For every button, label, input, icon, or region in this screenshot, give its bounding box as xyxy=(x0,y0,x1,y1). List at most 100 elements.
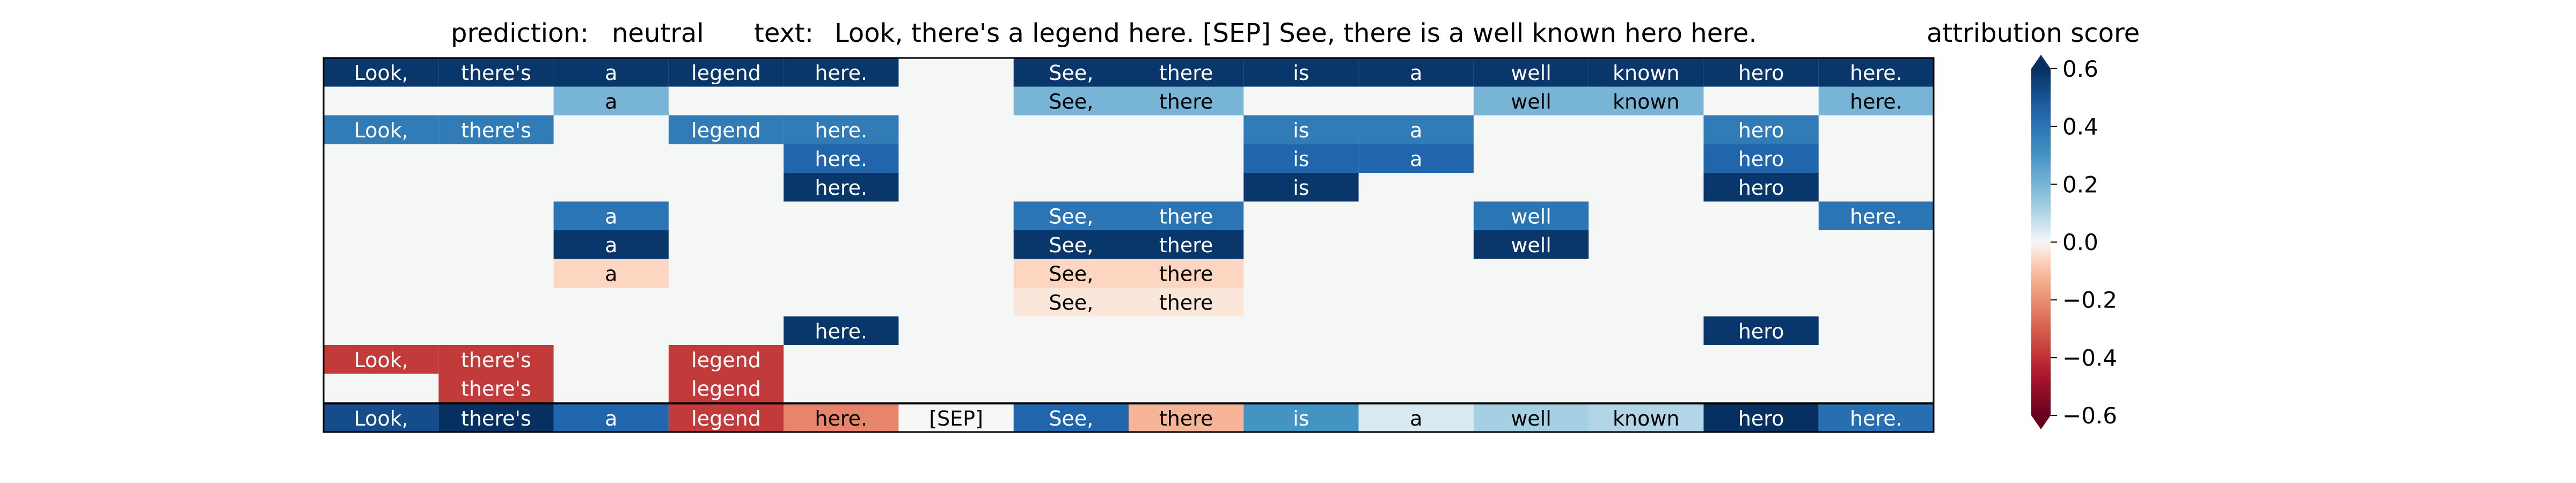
summary-row-token-label: known xyxy=(1613,407,1680,430)
attribution-row-cell xyxy=(1013,288,1129,317)
attribution-row-token-label: here. xyxy=(815,319,867,343)
attribution-row-token-label: hero xyxy=(1738,119,1784,142)
summary-row-cell xyxy=(1473,404,1589,432)
attribution-row-cell xyxy=(1358,115,1474,144)
summary-row-token-label: is xyxy=(1293,407,1309,430)
attribution-row-token-label: a xyxy=(1410,61,1422,85)
attribution-row-token-label: here. xyxy=(815,176,867,200)
attribution-row-cell xyxy=(1013,86,1129,115)
attribution-row-token-label: Look, xyxy=(354,348,408,372)
attribution-row-cell xyxy=(1013,58,1129,87)
attribution-row-cell xyxy=(1129,86,1244,115)
attribution-row-token-label: Look, xyxy=(354,119,408,142)
colorbar-tick-label: −0.4 xyxy=(2062,345,2117,371)
attribution-row-token-label: known xyxy=(1613,90,1680,113)
attribution-row-token-label: here. xyxy=(1850,90,1902,113)
attribution-row-token-label: there xyxy=(1159,291,1213,314)
attribution-row-token-label: a xyxy=(605,61,617,85)
attribution-row-token-label: well xyxy=(1511,90,1552,113)
summary-row-cell xyxy=(438,404,554,432)
attribution-row-token-label: See, xyxy=(1049,262,1093,286)
attribution-row-token-label: there xyxy=(1159,61,1213,85)
attribution-row-token-label: See, xyxy=(1049,233,1093,257)
summary-row-token-label: well xyxy=(1511,407,1552,430)
attribution-row-token-label: is xyxy=(1293,119,1309,142)
attribution-row-cell xyxy=(1243,144,1359,173)
input-text: Look, there's a legend here. [SEP] See, … xyxy=(835,18,1757,48)
attribution-row-cell xyxy=(1358,144,1474,173)
colorbar-tick-label: 0.6 xyxy=(2062,56,2098,82)
attribution-row-token-label: well xyxy=(1511,61,1552,85)
colorbar-max-extend-arrow xyxy=(2031,55,2051,69)
attribution-row-token-label: a xyxy=(1410,119,1422,142)
colorbar-gradient xyxy=(2031,69,2051,415)
colorbar-tick-label: −0.6 xyxy=(2062,402,2117,429)
prediction-value: neutral xyxy=(612,18,704,48)
attribution-row-cell xyxy=(1818,86,1934,115)
attribution-row-cell xyxy=(553,259,669,288)
colorbar-tick-label: 0.4 xyxy=(2062,114,2098,140)
attribution-row-token-label: here. xyxy=(815,61,867,85)
prediction-label: prediction: xyxy=(451,18,589,48)
summary-row-cell xyxy=(1358,404,1474,432)
summary-row-cell xyxy=(668,404,784,432)
attribution-row-cell xyxy=(1703,115,1819,144)
figure-header: prediction: neutral text: Look, there's … xyxy=(451,18,2140,48)
attribution-row-token-label: here. xyxy=(1850,204,1902,228)
attribution-row-token-label: there's xyxy=(461,377,531,400)
attribution-row-token-label: hero xyxy=(1738,147,1784,171)
attribution-row-token-label: See, xyxy=(1049,291,1093,314)
attribution-row-cell xyxy=(668,115,784,144)
attribution-row-cell xyxy=(324,115,439,144)
attribution-row-cell xyxy=(784,115,899,144)
summary-row-token-label: a xyxy=(1410,407,1422,430)
summary-row-token-label: hero xyxy=(1738,407,1784,430)
attribution-row-token-label: hero xyxy=(1738,61,1784,85)
attribution-row-cell xyxy=(784,316,899,345)
attribution-row-cell xyxy=(1013,259,1129,288)
attribution-row-token-label: is xyxy=(1293,176,1309,200)
colorbar: 0.6 0.4 0.2 0.0 −0.2 −0.4 −0.6 xyxy=(2031,55,2117,429)
attribution-row-token-label: a xyxy=(605,90,617,113)
attribution-row-token-label: known xyxy=(1613,61,1680,85)
attribution-row-cell xyxy=(1589,58,1704,87)
summary-row-token-label: Look, xyxy=(354,407,408,430)
summary-row-token-label: there's xyxy=(461,407,531,430)
attribution-row-cell xyxy=(784,173,899,202)
attribution-row-token-label: a xyxy=(1410,147,1422,171)
attribution-row-cell xyxy=(324,58,439,87)
attribution-row-token-label: is xyxy=(1293,61,1309,85)
attribution-row-token-label: there xyxy=(1159,233,1213,257)
colorbar-tick-label: 0.2 xyxy=(2062,171,2098,197)
summary-row-cell xyxy=(1818,404,1934,432)
attribution-row-token-label: a xyxy=(605,204,617,228)
attribution-row-token-label: there xyxy=(1159,90,1213,113)
attribution-row-token-label: See, xyxy=(1049,90,1093,113)
summary-row-token-label: there xyxy=(1159,407,1213,430)
summary-row-token-label: a xyxy=(605,407,617,430)
attribution-row-cell xyxy=(438,374,554,402)
summary-row-cell xyxy=(324,404,439,432)
attribution-row-token-label: legend xyxy=(691,119,761,142)
attribution-row-cell xyxy=(1129,201,1244,230)
attribution-row-cell xyxy=(1013,230,1129,259)
attribution-row-cell xyxy=(668,374,784,402)
attribution-row-token-label: there's xyxy=(461,348,531,372)
summary-row-token-label: legend xyxy=(691,407,761,430)
attribution-row-cell xyxy=(1473,201,1589,230)
attribution-row-cell xyxy=(784,58,899,87)
attribution-row-cell xyxy=(1129,288,1244,317)
summary-row-token-label: See, xyxy=(1049,407,1093,430)
attribution-row-cell xyxy=(1473,86,1589,115)
attribution-row-cell xyxy=(1129,58,1244,87)
attribution-row-cell xyxy=(1358,58,1474,87)
summary-row-cell xyxy=(1703,404,1819,432)
summary-row-token-label: here. xyxy=(1850,407,1902,430)
attribution-row-token-label: a xyxy=(605,233,617,257)
attribution-row-cell xyxy=(553,86,669,115)
text-label: text: xyxy=(754,18,814,48)
summary-row-cell xyxy=(784,404,899,432)
summary-row-cell xyxy=(553,404,669,432)
attribution-row-cell xyxy=(1703,173,1819,202)
